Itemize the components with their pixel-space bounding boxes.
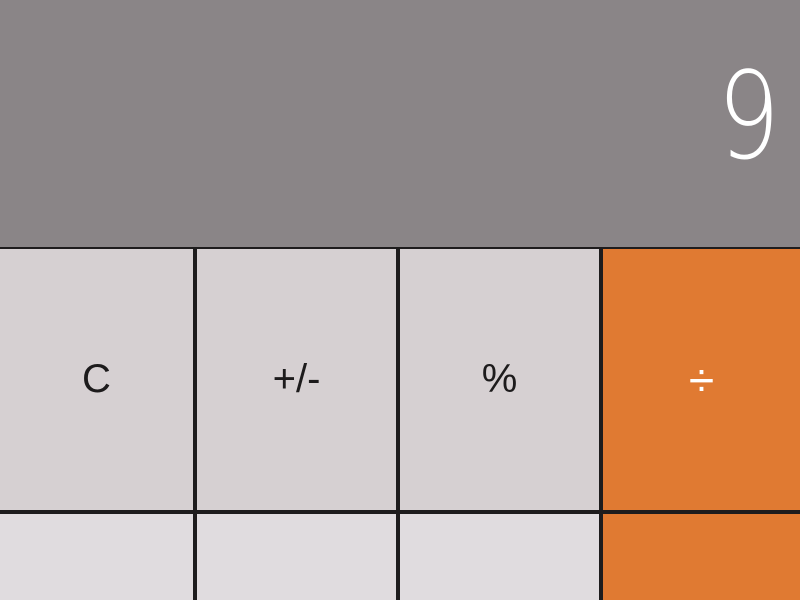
percent-button[interactable]: % xyxy=(400,249,599,510)
divide-icon: ÷ xyxy=(688,353,715,406)
clear-button[interactable]: C xyxy=(0,249,193,510)
number-key-row2-col2[interactable] xyxy=(197,514,396,600)
clear-button-label: C xyxy=(82,357,111,401)
calculator-display: 9 xyxy=(0,0,800,247)
sign-toggle-button[interactable]: +/- xyxy=(197,249,396,510)
number-key-row2-col1[interactable] xyxy=(0,514,193,600)
operator-key-row2[interactable] xyxy=(603,514,800,600)
percent-button-label: % xyxy=(481,357,518,401)
keypad: C +/- % ÷ xyxy=(0,249,800,600)
divide-button[interactable]: ÷ xyxy=(603,249,800,510)
sign-toggle-button-label: +/- xyxy=(272,357,321,401)
number-key-row2-col3[interactable] xyxy=(400,514,599,600)
display-value: 9 xyxy=(717,48,780,187)
